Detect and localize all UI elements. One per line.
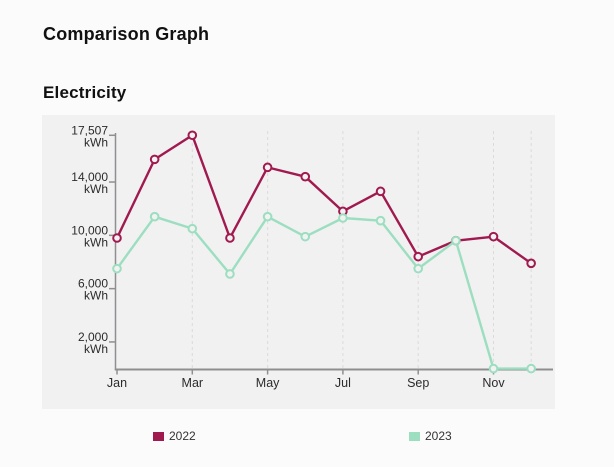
series-2022-point xyxy=(375,186,386,197)
legend-swatch-2023 xyxy=(409,431,420,441)
x-tick-label: May xyxy=(256,376,280,390)
series-2023-point xyxy=(526,363,536,374)
series-2022-point xyxy=(413,251,424,262)
x-tick-label: Jul xyxy=(335,376,351,390)
y-tick-unit: kWh xyxy=(84,182,108,196)
series-2022-point xyxy=(300,171,311,182)
legend-item-2022: 2022 xyxy=(153,429,196,443)
series-2023-line xyxy=(115,215,533,370)
y-tick-unit: kWh xyxy=(84,342,108,356)
series-2023-point xyxy=(300,231,311,242)
page-title: Comparison Graph xyxy=(43,24,210,44)
y-tick-label: 17,507 xyxy=(71,123,108,137)
y-tick-unit: kWh xyxy=(84,289,108,303)
series-2023-point xyxy=(488,363,499,374)
series-2022-point xyxy=(526,258,536,269)
series-2022-point xyxy=(112,233,122,243)
series-2023-point xyxy=(149,211,160,222)
series-2023-point xyxy=(225,269,235,279)
x-tick-label: Mar xyxy=(182,376,204,390)
series-2023-point xyxy=(338,213,348,223)
y-tick-label: 14,000 xyxy=(71,170,108,184)
legend-label-2023: 2023 xyxy=(425,429,452,443)
y-tick-label: 2,000 xyxy=(78,330,108,344)
series-2023-point xyxy=(262,211,273,222)
x-tick-label: Sep xyxy=(407,376,429,390)
legend-item-2023: 2023 xyxy=(409,429,452,443)
legend-label-2022: 2022 xyxy=(169,429,196,443)
legend-swatch-2022 xyxy=(153,431,164,441)
series-2023-point xyxy=(413,263,424,274)
y-tick-label: 10,000 xyxy=(71,223,108,237)
y-tick-label: 6,000 xyxy=(78,277,108,291)
series-2022-point xyxy=(225,233,235,243)
section-title: Electricity xyxy=(43,83,127,102)
chart-panel: 17,507 kWh 14,000 kWh 10,000 kWh 6,000 kWh 2,000… xyxy=(42,115,555,409)
series-2022-point xyxy=(187,130,198,141)
series-2023-point xyxy=(375,215,386,226)
series-2022-point xyxy=(149,154,160,165)
series-2022-point xyxy=(262,162,273,173)
electricity-line-chart: 17,507kWh14,000kWh10,000kWh6,000kWh2,000… xyxy=(71,123,553,390)
series-2023-point xyxy=(112,263,122,274)
series-2023-point xyxy=(187,223,198,234)
y-tick-unit: kWh xyxy=(84,235,108,249)
y-tick-unit: kWh xyxy=(84,135,108,149)
series-2022-line xyxy=(115,134,533,265)
x-tick-label: Jan xyxy=(107,376,127,390)
x-tick-label: Nov xyxy=(482,376,505,390)
series-2022-point xyxy=(488,231,499,242)
series-2023-point xyxy=(451,235,461,246)
